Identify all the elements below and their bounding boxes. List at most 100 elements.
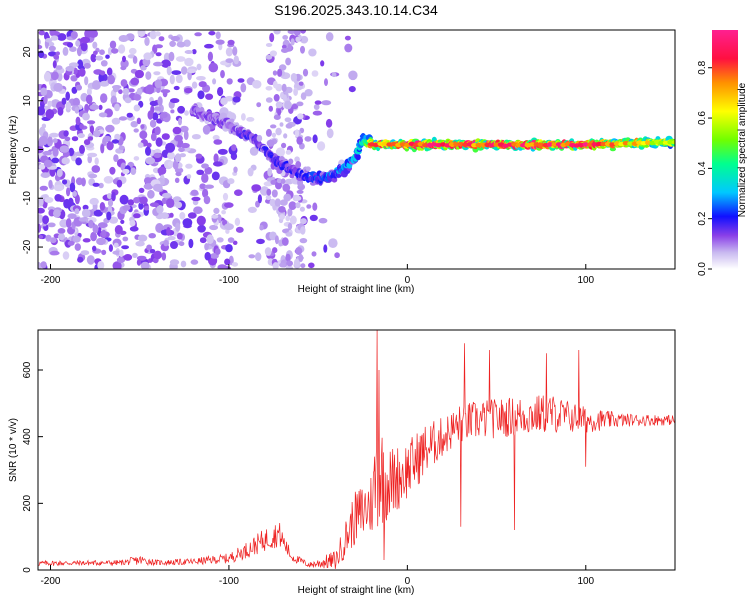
- spectrogram-x-label: Height of straight line (km): [298, 284, 415, 295]
- heatmap-cell: [178, 117, 182, 126]
- heatmap-cell: [143, 177, 152, 184]
- heatmap-cell: [225, 244, 233, 253]
- heatmap-cell: [161, 252, 167, 261]
- heatmap-cell: [201, 173, 209, 184]
- heatmap-cell: [38, 38, 41, 46]
- heatmap-cell: [144, 37, 150, 46]
- heatmap-cell: [106, 193, 113, 199]
- heatmap-cell: [66, 187, 71, 197]
- heatmap-cell: [83, 139, 91, 146]
- heatmap-cell: [208, 31, 216, 36]
- heatmap-cell: [65, 101, 72, 111]
- heatmap-cell: [153, 61, 163, 67]
- heatmap-cell: [202, 188, 209, 198]
- heatmap-cell: [265, 43, 273, 47]
- heatmap-cell: [145, 71, 152, 80]
- heatmap-cell: [157, 166, 167, 175]
- heatmap-cell: [176, 232, 183, 240]
- heatmap-cell: [300, 226, 306, 235]
- heatmap-cell: [145, 84, 155, 95]
- heatmap-cell: [271, 132, 277, 138]
- heatmap-cell: [175, 171, 182, 177]
- heatmap-cell: [283, 193, 292, 202]
- heatmap-cell: [311, 251, 317, 257]
- heatmap-cell: [259, 224, 264, 231]
- heatmap-cell: [118, 145, 125, 151]
- heatmap-cell: [100, 93, 108, 103]
- heatmap-cell: [300, 263, 306, 269]
- heatmap-cell: [88, 173, 98, 179]
- heatmap-cell: [520, 143, 527, 148]
- y-tick-label: 0: [22, 146, 33, 152]
- heatmap-cell: [75, 177, 83, 186]
- heatmap-cell: [161, 133, 170, 140]
- heatmap-cell: [47, 136, 53, 143]
- heatmap-cell: [240, 83, 247, 93]
- heatmap-cell: [169, 212, 174, 218]
- heatmap-cell: [279, 64, 287, 71]
- heatmap-cell: [133, 94, 141, 101]
- heatmap-cell: [234, 217, 241, 226]
- heatmap-cell: [174, 134, 183, 142]
- heatmap-cell: [294, 156, 300, 163]
- heatmap-cell: [133, 104, 141, 112]
- heatmap-cell: [287, 43, 292, 52]
- heatmap-cell: [296, 73, 301, 82]
- heatmap-cell: [184, 57, 194, 67]
- heatmap-cell: [300, 30, 307, 34]
- heatmap-cell: [232, 96, 241, 103]
- heatmap-cell: [38, 214, 44, 224]
- heatmap-cell: [163, 239, 169, 247]
- heatmap-cell: [213, 153, 219, 163]
- heatmap-cell: [123, 254, 133, 261]
- heatmap-cell: [162, 192, 172, 198]
- heatmap-cell: [317, 141, 326, 151]
- heatmap-cell: [296, 101, 304, 107]
- heatmap-cell: [193, 206, 203, 214]
- heatmap-cell: [300, 35, 309, 44]
- colorbar: 0.0 0.2 0.4 0.6 0.8 Normalized spectral ampl…: [697, 30, 748, 276]
- heatmap-cell: [106, 211, 112, 221]
- heatmap-cell: [328, 238, 338, 249]
- heatmap-cell: [93, 209, 103, 217]
- heatmap-cell: [331, 72, 337, 78]
- heatmap-cell: [87, 120, 96, 125]
- heatmap-cell: [78, 68, 86, 77]
- heatmap-cell: [48, 179, 53, 189]
- heatmap-cell: [295, 247, 303, 255]
- colorbar-ticks: 0.0 0.2 0.4 0.6 0.8: [697, 60, 712, 276]
- heatmap-cell: [174, 177, 180, 183]
- colorbar-tick-label: 0.4: [697, 161, 708, 175]
- heatmap-cell: [129, 219, 136, 227]
- heatmap-cell: [57, 233, 66, 241]
- heatmap-cell: [129, 226, 139, 232]
- heatmap-cell: [265, 54, 273, 60]
- heatmap-cell: [231, 144, 237, 152]
- heatmap-cell: [112, 261, 122, 269]
- heatmap-cell: [45, 234, 52, 241]
- heatmap-cell: [422, 143, 429, 148]
- heatmap-cell: [247, 206, 257, 213]
- heatmap-cell: [99, 80, 110, 87]
- heatmap-cell: [113, 242, 119, 248]
- heatmap-cell: [124, 97, 132, 104]
- heatmap-cell: [47, 100, 53, 108]
- heatmap-cell: [53, 82, 63, 92]
- heatmap-cell: [308, 48, 317, 57]
- heatmap-cell: [285, 253, 291, 263]
- heatmap-cell: [122, 205, 131, 211]
- heatmap-cell: [299, 206, 305, 212]
- snr-y-ticks: 0 200 400 600: [22, 361, 43, 573]
- heatmap-cell: [140, 124, 145, 129]
- heatmap-cell: [87, 136, 94, 141]
- heatmap-cell: [140, 261, 150, 269]
- heatmap-cell: [65, 91, 70, 101]
- heatmap-cell: [225, 58, 234, 64]
- heatmap-cell: [217, 148, 228, 155]
- heatmap-cell: [272, 80, 278, 89]
- heatmap-cell: [143, 183, 154, 190]
- heatmap-cell: [136, 259, 142, 266]
- heatmap-cell: [288, 201, 297, 211]
- heatmap-cell: [169, 40, 176, 48]
- heatmap-cell: [77, 59, 84, 70]
